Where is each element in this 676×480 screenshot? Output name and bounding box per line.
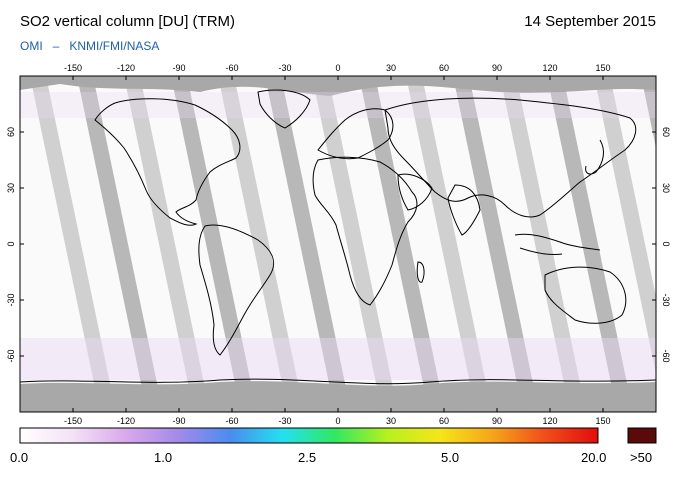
- lon-tick-label-top: -30: [278, 63, 291, 73]
- swath-gap: [77, 76, 163, 412]
- colorbar-label-3: 5.0: [441, 450, 460, 465]
- coast-maritime-se-asia: [514, 233, 601, 255]
- lon-tick-label-bottom: 30: [386, 416, 396, 426]
- source-instrument: OMI: [20, 39, 43, 53]
- coast-north-america: [94, 98, 241, 226]
- latitude-ticks-right: 60 30 0 -30 -60: [652, 127, 671, 363]
- lon-tick-label-bottom: 0: [335, 416, 340, 426]
- lat-tick-label-right: -60: [661, 349, 671, 362]
- lon-tick-label-bottom: -30: [278, 416, 291, 426]
- so2-haze-south: [20, 338, 656, 380]
- coast-greenland: [257, 89, 311, 129]
- lon-tick-label-bottom: 150: [595, 416, 610, 426]
- swath-gap: [30, 76, 116, 412]
- latitude-ticks-left: 60 30 0 -30 -60: [6, 127, 24, 363]
- no-data-antarctic: [20, 381, 656, 412]
- swath-gap: [641, 76, 656, 148]
- swath-gap: [453, 76, 539, 412]
- swath-gap: [547, 76, 633, 412]
- lon-tick-label-bottom: -120: [117, 416, 135, 426]
- coast-australia: [544, 266, 627, 324]
- swath-gap: [218, 76, 304, 412]
- lon-tick-label-top: 60: [439, 63, 449, 73]
- swath-gap: [359, 76, 445, 412]
- lon-tick-label-top: 90: [492, 63, 502, 73]
- lat-tick-label-left: 0: [6, 241, 16, 246]
- longitude-ticks-top: -150 -120 -90 -60 -30 0 30 60 90 120 150: [64, 63, 611, 80]
- lon-tick-label-top: 0: [335, 63, 340, 73]
- lon-tick-label-bottom: 60: [439, 416, 449, 426]
- coast-arabia: [397, 173, 433, 211]
- data-source: OMI – KNMI/FMI/NASA: [20, 39, 159, 53]
- swath-gap: [171, 76, 257, 412]
- map-title: SO2 vertical column [DU] (TRM): [20, 13, 236, 30]
- source-separator: –: [52, 39, 60, 53]
- coast-madagascar: [416, 261, 425, 283]
- coast-africa: [312, 156, 418, 306]
- lon-tick-label-top: 30: [386, 63, 396, 73]
- lon-tick-label-top: -120: [117, 63, 135, 73]
- lat-tick-label-left: -60: [6, 349, 16, 362]
- lon-tick-label-bottom: 90: [492, 416, 502, 426]
- lat-tick-label-right: 0: [661, 241, 671, 246]
- colorbar: [19, 427, 599, 444]
- lat-tick-label-left: -30: [6, 293, 16, 306]
- swath-gap: [406, 76, 492, 412]
- coast-india: [447, 184, 481, 236]
- lon-tick-label-bottom: 120: [542, 416, 557, 426]
- lon-tick-label-top: -90: [172, 63, 185, 73]
- lon-tick-label-top: -60: [225, 63, 238, 73]
- coast-asia: [384, 97, 637, 218]
- lon-tick-label-top: 150: [595, 63, 610, 73]
- lon-tick-label-bottom: -90: [172, 416, 185, 426]
- lon-tick-label-bottom: -60: [225, 416, 238, 426]
- coast-south-america: [198, 224, 274, 356]
- no-data-arctic: [20, 76, 656, 96]
- lat-tick-label-right: -30: [661, 293, 671, 306]
- so2-haze-north: [20, 92, 656, 118]
- source-institutes: KNMI/FMI/NASA: [69, 39, 160, 53]
- lat-tick-label-left: 60: [6, 127, 16, 137]
- swath-gaps: [30, 76, 656, 412]
- colorbar-label-2: 2.5: [298, 450, 317, 465]
- coast-antarctica: [20, 378, 656, 385]
- colorbar-label-0: 0.0: [10, 450, 29, 465]
- colorbar-overflow: [627, 427, 657, 444]
- coast-japan: [585, 139, 604, 175]
- swath-gap: [500, 76, 586, 412]
- lat-tick-label-right: 30: [661, 183, 671, 193]
- lat-tick-label-left: 30: [6, 183, 16, 193]
- colorbar-label-4: 20.0: [581, 450, 607, 465]
- coast-europe: [317, 108, 394, 160]
- map-date: 14 September 2015: [524, 13, 656, 30]
- colorbar-label-5: >50: [630, 450, 653, 465]
- lon-tick-label-top: -150: [64, 63, 82, 73]
- swath-gap: [265, 76, 351, 412]
- lon-tick-label-bottom: -150: [64, 416, 82, 426]
- longitude-ticks-bottom: -150 -120 -90 -60 -30 0 30 60 90 120 150: [64, 408, 611, 426]
- lat-tick-label-right: 60: [661, 127, 671, 137]
- colorbar-label-1: 1.0: [154, 450, 173, 465]
- lon-tick-label-top: 120: [542, 63, 557, 73]
- swath-gap: [312, 76, 398, 412]
- coastlines: [20, 89, 656, 385]
- swath-gap: [594, 76, 656, 374]
- swath-gap: [124, 76, 210, 412]
